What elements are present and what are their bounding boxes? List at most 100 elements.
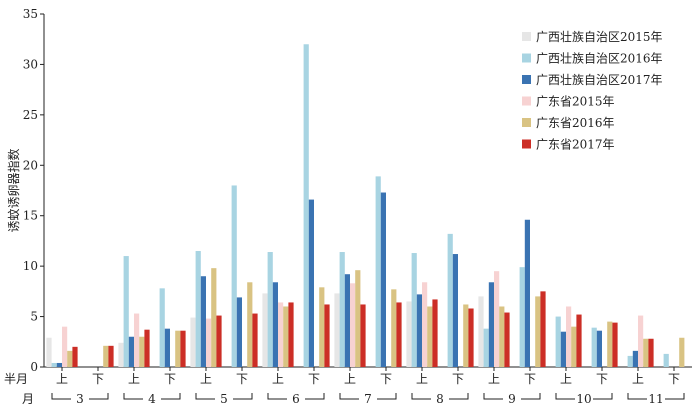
bar (679, 337, 685, 367)
legend-label: 广西壮族自治区2015年 (536, 30, 663, 44)
y-tick-label: 0 (30, 360, 38, 374)
x-tick-label: 下 (308, 372, 320, 386)
bar (180, 330, 186, 367)
x-tick-label: 下 (596, 372, 608, 386)
bar (211, 268, 217, 367)
bar (596, 330, 602, 367)
x-tick-label: 上 (56, 372, 68, 386)
bar (190, 317, 196, 367)
month-bracket-right (521, 393, 541, 400)
month-bracket-left (483, 393, 503, 400)
month-tick-label: 7 (364, 392, 372, 406)
bar (123, 256, 129, 367)
bar (118, 342, 124, 367)
month-label: 月 (22, 392, 34, 406)
bar (643, 338, 649, 367)
bar (638, 315, 644, 367)
bar (504, 312, 510, 367)
bar (278, 302, 284, 367)
bar (56, 362, 62, 367)
legend-swatch (522, 96, 531, 106)
y-tick-label: 20 (23, 158, 38, 172)
month-bracket-right (305, 393, 325, 400)
bar (416, 294, 422, 367)
bar (607, 321, 613, 367)
bar (139, 336, 145, 367)
bar (632, 350, 638, 367)
x-tick-label: 上 (128, 372, 140, 386)
bar (380, 192, 386, 367)
y-tick-label: 25 (23, 108, 38, 122)
month-tick-label: 6 (292, 392, 300, 406)
y-tick-label: 30 (23, 57, 38, 71)
month-bracket-right (161, 393, 181, 400)
month-bracket-left (51, 393, 71, 400)
bar (175, 330, 181, 367)
bar (236, 297, 242, 367)
month-tick-label: 9 (508, 392, 516, 406)
month-bracket-right (89, 393, 109, 400)
bar (303, 44, 309, 367)
bar (499, 306, 505, 367)
bar (283, 306, 289, 367)
bar (51, 362, 57, 367)
bar (494, 271, 500, 367)
bar (375, 176, 381, 367)
bar (519, 267, 525, 367)
bar (612, 322, 618, 367)
month-bracket-left (195, 393, 215, 400)
month-tick-label: 11 (648, 392, 663, 406)
month-bracket-right (233, 393, 253, 400)
bar (164, 328, 170, 367)
bar (72, 346, 78, 367)
bar (411, 253, 417, 367)
month-bracket-right (665, 393, 685, 400)
bar (540, 291, 546, 367)
legend-label: 广东省2015年 (536, 95, 615, 109)
bar (452, 254, 458, 367)
month-bracket-left (627, 393, 647, 400)
bar (663, 353, 669, 367)
month-bracket-right (449, 393, 469, 400)
bar (427, 306, 433, 367)
bar (262, 293, 268, 367)
bar (524, 219, 530, 367)
bar (319, 287, 325, 367)
bar (350, 283, 356, 367)
bar (355, 270, 361, 367)
bar (231, 185, 237, 367)
bar (391, 289, 397, 367)
bar (555, 316, 561, 367)
legend-swatch (522, 139, 531, 149)
legend-swatch (522, 53, 531, 63)
x-tick-label: 上 (488, 372, 500, 386)
y-tick-label: 35 (23, 7, 38, 21)
month-bracket-left (411, 393, 431, 400)
month-bracket-left (267, 393, 287, 400)
y-tick-label: 10 (23, 259, 38, 273)
month-bracket-left (123, 393, 143, 400)
legend-label: 广西壮族自治区2017年 (536, 73, 663, 87)
bar (447, 233, 453, 367)
bar (267, 252, 273, 367)
x-tick-label: 下 (236, 372, 248, 386)
legend-label: 广东省2017年 (536, 138, 615, 152)
y-tick-label: 15 (23, 209, 38, 223)
month-tick-label: 3 (76, 392, 84, 406)
month-tick-label: 4 (148, 392, 156, 406)
bar (108, 345, 114, 367)
legend-swatch (522, 32, 531, 41)
bar (406, 301, 412, 367)
bar (648, 338, 654, 367)
legend-swatch (522, 118, 531, 127)
bar (478, 296, 484, 367)
x-tick-label: 下 (92, 372, 104, 386)
bar (206, 318, 212, 367)
month-bracket-right (593, 393, 613, 400)
month-bracket-right (377, 393, 397, 400)
month-bracket-left (555, 393, 575, 400)
month-tick-label: 5 (220, 392, 228, 406)
bar (571, 326, 577, 367)
bar (468, 308, 474, 367)
